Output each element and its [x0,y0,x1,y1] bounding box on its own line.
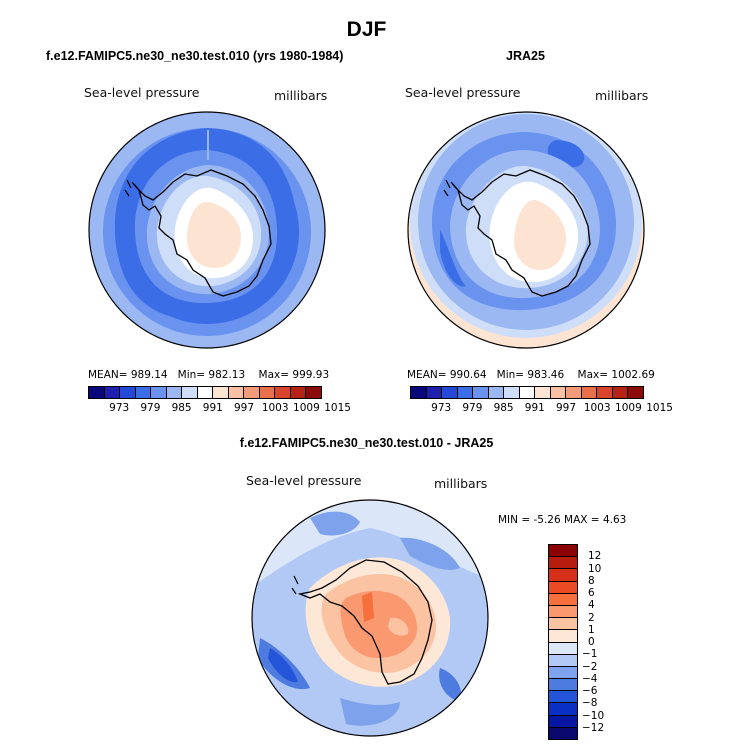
model-colorbar-swatch [228,387,245,398]
model-colorbar-tick-label: 985 [171,402,192,414]
diff-colorbar-tick-label: 4 [588,599,595,612]
obs-colorbar-swatch [519,387,536,398]
diff-colorbar-tick-label: −12 [582,721,605,734]
diff-colorbar-swatch [549,666,577,680]
diff-colorbar-swatch [549,703,577,716]
model-colorbar-swatch [259,387,276,398]
model-colorbar-swatch [104,387,121,398]
diff-colorbar-ticks: 12 10 8 6 4 2 1 0 −1 −2 −4 −6 −8 −10 −12 [582,544,628,740]
obs-colorbar-swatch [504,387,520,398]
obs-colorbar-tick-label: 1015 [646,402,673,414]
model-colorbar-swatch [135,387,152,398]
obs-colorbar-tick-label: 985 [493,402,514,414]
diff-colorbar-tick-label: 1 [588,623,595,636]
model-colorbar-tick-label: 1003 [261,402,289,414]
diff-colorbar-swatch [549,581,577,594]
obs-colorbar-swatch [426,387,443,398]
obs-colorbar-swatch [535,387,551,398]
obs-slp-map [407,111,645,349]
model-colorbar-swatch [89,387,105,398]
diff-colorbar-swatch [549,545,577,558]
diff-colorbar-tick-label: 8 [588,574,595,587]
obs-colorbar-swatch [411,387,427,398]
model-colorbar-swatch [120,387,136,398]
obs-units-label: millibars [595,88,649,103]
diff-minmax: MIN = -5.26 MAX = 4.63 [498,514,627,526]
model-colorbar-tick-label: 997 [233,402,255,414]
diff-colorbar-swatch [549,630,577,643]
model-colorbar-tick-label: 1009 [293,402,320,414]
diff-colorbar-tick-label: 0 [588,636,595,648]
obs-colorbar-tick-label: 991 [524,402,545,414]
model-slp-map [88,111,326,349]
diff-variable-label: Sea-level pressure [246,473,362,488]
model-colorbar [88,386,322,399]
model-colorbar-swatch [306,387,321,398]
diff-units-label: millibars [434,476,488,491]
diff-colorbar-swatch [549,569,577,582]
model-stats: MEAN= 989.14 Min= 982.13 Max= 999.93 [88,369,330,381]
obs-panel-title: JRA25 [506,49,545,63]
diff-colorbar-tick-label: −10 [582,709,605,722]
obs-colorbar-tick-label: 979 [462,402,483,414]
model-variable-label: Sea-level pressure [84,85,200,100]
obs-colorbar-swatch [612,387,629,398]
diff-colorbar-swatch [549,557,577,570]
diff-colorbar-tick-label: 10 [588,562,602,575]
model-colorbar-swatch [213,387,229,398]
obs-colorbar-swatch [488,387,505,398]
obs-variable-label: Sea-level pressure [405,85,521,100]
diff-colorbar-tick-label: −6 [582,685,598,697]
model-units-label: millibars [274,88,328,103]
obs-colorbar-swatch [581,387,598,398]
obs-colorbar-swatch [473,387,489,398]
model-colorbar-tick-label: 1015 [324,402,351,414]
obs-colorbar-swatch [442,387,458,398]
obs-colorbar [410,386,644,399]
diff-colorbar-swatch [549,679,577,692]
diff-colorbar-swatch [549,654,577,667]
obs-colorbar-swatch [628,387,643,398]
diff-colorbar-tick-label: −2 [582,660,598,673]
obs-stats: MEAN= 990.64 Min= 983.46 Max= 1002.69 [407,369,655,381]
diff-colorbar-swatch [549,642,577,655]
diff-colorbar-tick-label: −4 [582,672,598,685]
obs-colorbar-tick-label: 973 [431,402,452,414]
model-colorbar-swatch [151,387,167,398]
obs-colorbar-swatch [550,387,567,398]
obs-colorbar-swatch [566,387,582,398]
diff-colorbar [548,544,578,740]
model-colorbar-swatch [244,387,260,398]
model-colorbar-tick-label: 979 [140,402,161,414]
model-colorbar-swatch [166,387,183,398]
obs-colorbar-ticks: 973 979 985 991 997 1003 1009 1015 [410,402,673,416]
diff-colorbar-swatch [549,605,577,619]
diff-colorbar-tick-label: −1 [582,648,598,661]
model-panel-title: f.e12.FAMIPC5.ne30_ne30.test.010 (yrs 19… [46,49,344,63]
model-colorbar-swatch [290,387,307,398]
obs-colorbar-swatch [597,387,613,398]
diff-colorbar-tick-label: 12 [588,550,602,563]
model-colorbar-swatch [275,387,291,398]
diff-colorbar-tick-label: 6 [588,587,595,599]
model-colorbar-tick-label: 973 [109,402,130,414]
model-colorbar-tick-label: 991 [202,402,223,414]
diff-slp-map [251,499,489,737]
diff-panel-title: f.e12.FAMIPC5.ne30_ne30.test.010 - JRA25 [239,436,494,450]
diff-colorbar-tick-label: 2 [588,611,595,624]
diff-colorbar-swatch [549,715,577,728]
obs-colorbar-tick-label: 997 [555,402,577,414]
season-title: DJF [346,18,387,41]
obs-colorbar-tick-label: 1003 [583,402,611,414]
model-colorbar-swatch [182,387,198,398]
obs-colorbar-swatch [457,387,474,398]
diff-colorbar-tick-label: −8 [582,697,598,710]
diff-colorbar-swatch [549,593,577,606]
diff-colorbar-swatch [549,691,577,704]
diff-colorbar-swatch [549,727,577,739]
model-colorbar-swatch [197,387,214,398]
model-colorbar-ticks: 973 979 985 991 997 1003 1009 1015 [88,402,351,416]
diff-colorbar-swatch [549,618,577,631]
obs-colorbar-tick-label: 1009 [615,402,642,414]
